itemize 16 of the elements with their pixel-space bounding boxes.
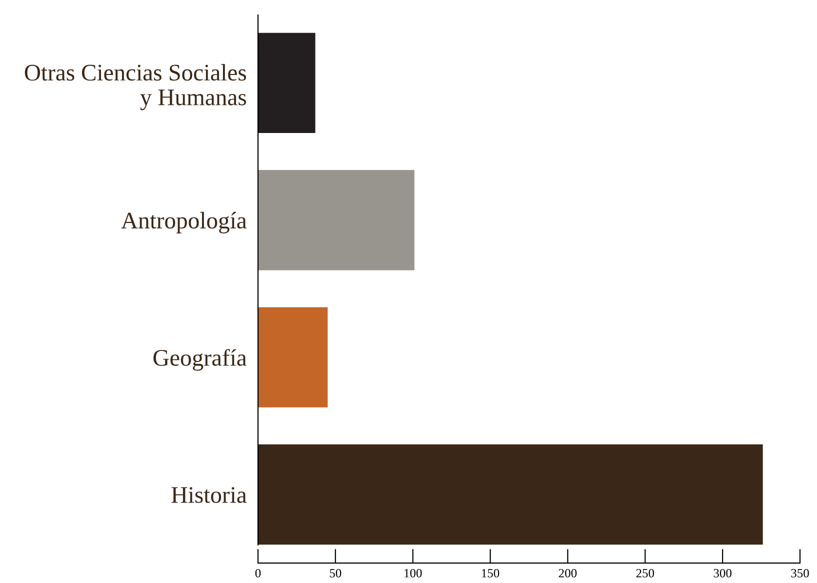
x-tick-label: 0 [255, 568, 261, 578]
bar [258, 444, 763, 545]
bar [258, 170, 414, 270]
bar [258, 307, 328, 408]
x-tick-label: 350 [791, 568, 809, 578]
x-tick-label: 50 [330, 568, 342, 578]
x-tick-label: 150 [482, 568, 500, 578]
y-tick-label: Antropología [121, 212, 247, 234]
y-tick-label: Geografía [153, 349, 247, 371]
x-tick-label: 250 [636, 568, 654, 578]
y-tick-label: Historia [172, 487, 247, 503]
x-tick-label: 100 [404, 568, 422, 578]
y-tick-label: Otras Ciencias Sociales y Humanas [24, 64, 246, 110]
x-tick-label: 200 [558, 568, 577, 578]
x-tick-label: 300 [714, 568, 732, 578]
bar [258, 32, 316, 133]
